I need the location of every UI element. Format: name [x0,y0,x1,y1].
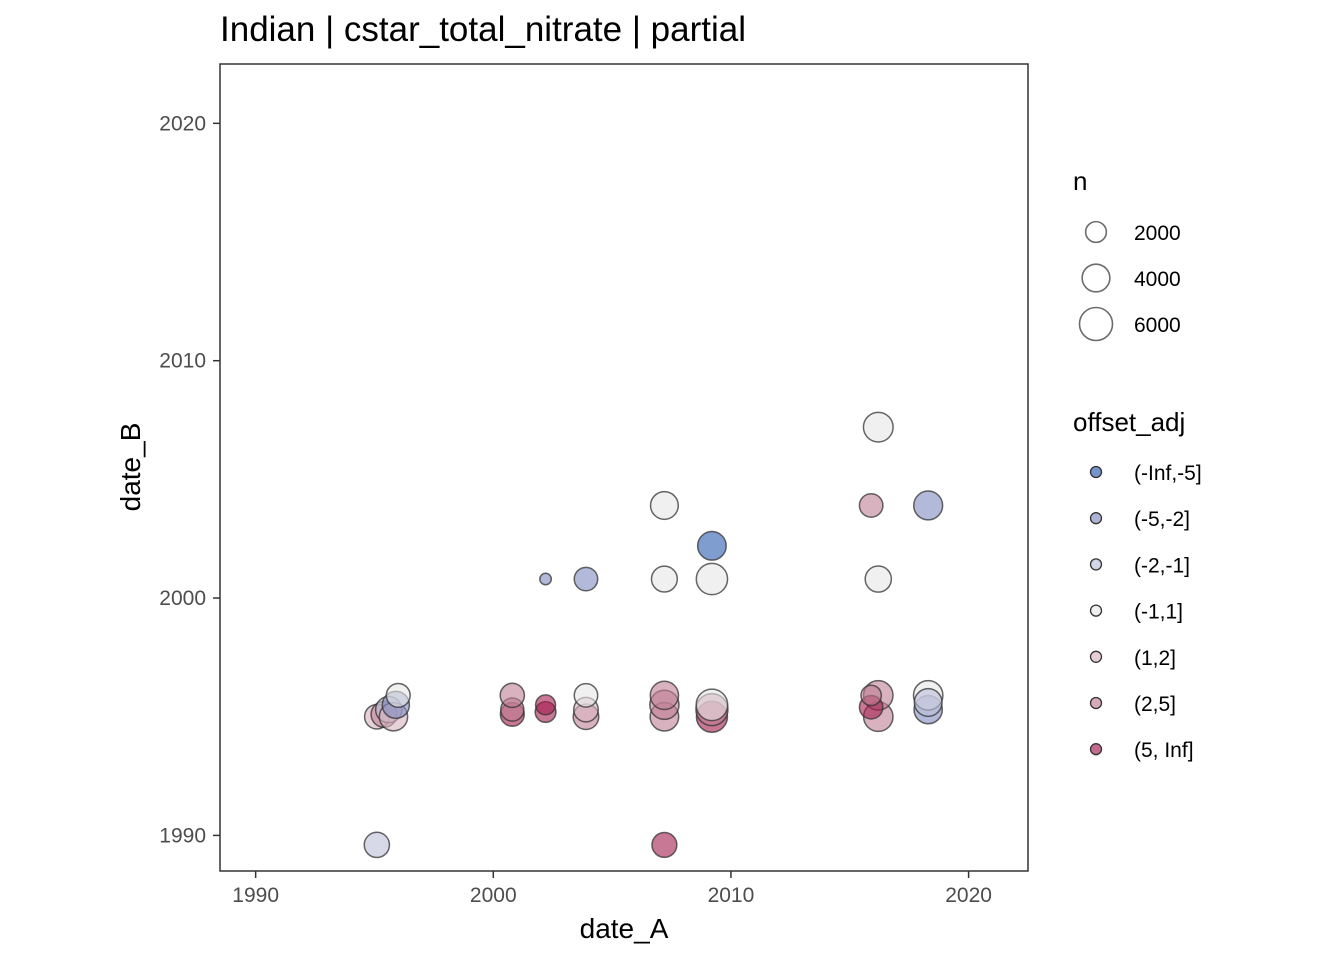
data-point-13 [573,566,599,592]
y-tick-label-0: 1990 [159,824,206,847]
size-legend-key-1 [1081,263,1111,293]
x-tick-label-0: 1990 [232,884,279,907]
data-point-30 [858,492,884,518]
data-point-28 [862,411,894,443]
size-legend-key-2 [1078,306,1114,342]
data-point-18 [650,565,679,593]
data-point-38 [913,687,943,718]
data-point-24 [695,562,729,596]
color-legend-key-0 [1089,465,1103,479]
x-axis: 1990 2000 2010 2020 [232,871,992,907]
y-axis-title: date_B [115,423,146,512]
color-legend-key-1 [1089,512,1103,525]
size-legend-label-1: 4000 [1134,268,1181,291]
data-point-10 [539,572,553,586]
data-point-35 [913,490,944,521]
plot-panel [219,63,1029,872]
data-point-22 [651,831,678,859]
color-legend-key-4 [1089,650,1103,663]
color-legend-key-6 [1089,743,1103,756]
color-legend-key-2 [1089,558,1103,571]
data-point-17 [649,490,679,521]
color-legend-key-5 [1089,696,1103,710]
color-legend-label-0: (-Inf,-5] [1134,462,1202,485]
data-point-27 [695,688,729,722]
data-point-21 [649,680,680,711]
color-legend-label-1: (-5,-2] [1134,508,1190,531]
color-legend-label-4: (1,2] [1134,647,1176,670]
y-tick-label-2: 2010 [159,350,206,373]
x-tick-label-3: 2020 [945,884,992,907]
data-point-29 [864,565,893,593]
size-legend-title: n [1073,166,1087,196]
x-tick-label-1: 2000 [470,884,517,907]
size-legend-label-0: 2000 [1134,222,1181,245]
data-point-23 [696,530,727,561]
size-legend: n 2000 4000 6000 [1073,166,1181,342]
color-legend-label-5: (2,5] [1134,693,1176,716]
y-axis: 1990 2000 2010 2020 [159,112,220,847]
y-tick-label-1: 2000 [159,587,206,610]
data-point-9 [499,682,526,709]
y-tick-label-3: 2020 [159,112,206,135]
color-legend-title: offset_adj [1073,407,1185,437]
data-point-0 [363,831,391,859]
size-legend-key-0 [1084,220,1108,244]
color-legend-label-2: (-2,-1] [1134,554,1190,577]
data-point-16 [573,682,599,708]
color-legend-label-6: (5, Inf] [1134,739,1194,762]
data-point-6 [385,682,411,709]
color-legend-label-3: (-1,1] [1134,601,1183,624]
points-layer [363,411,944,859]
chart-title: Indian | cstar_total_nitrate | partial [220,10,746,49]
data-point-12 [534,694,557,716]
color-legend: offset_adj (-Inf,-5] (-5,-2] (-2,-1] (-1,1]… [1073,407,1202,762]
data-point-34 [860,684,883,707]
x-axis-title: date_A [580,913,669,944]
x-tick-label-2: 2010 [708,884,755,907]
color-legend-key-3 [1089,604,1103,617]
size-legend-label-2: 6000 [1134,314,1181,337]
